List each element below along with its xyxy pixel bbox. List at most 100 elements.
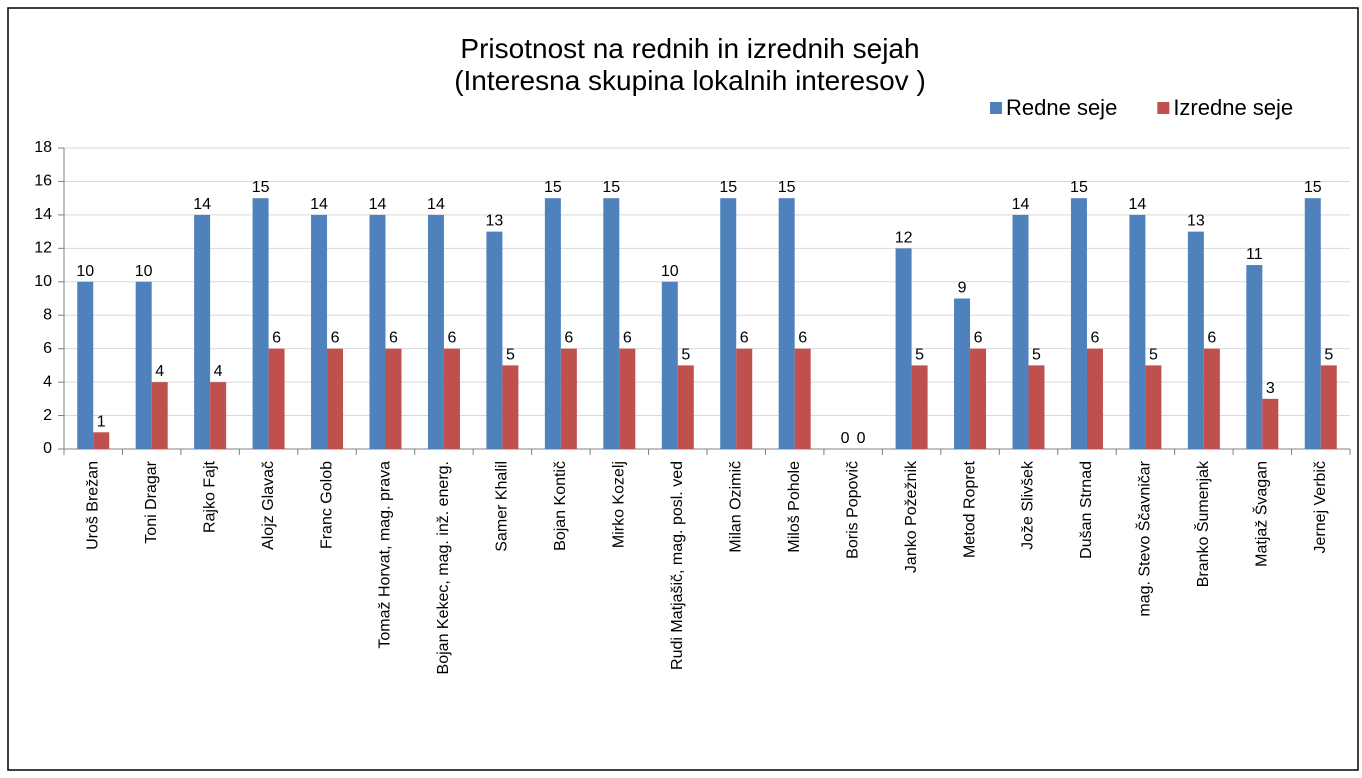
y-tick-label: 4 bbox=[43, 373, 52, 390]
data-label: 10 bbox=[135, 263, 153, 280]
data-label: 5 bbox=[1324, 346, 1333, 363]
bar bbox=[210, 382, 227, 449]
x-tick-label: Janko Požežnik bbox=[903, 460, 920, 573]
bar bbox=[1262, 398, 1279, 449]
bar bbox=[619, 348, 636, 449]
bar bbox=[311, 214, 328, 449]
y-tick-label: 14 bbox=[34, 206, 52, 223]
x-tick-label: Dušan Strnad bbox=[1078, 461, 1095, 559]
data-label: 6 bbox=[331, 330, 340, 347]
bar bbox=[677, 365, 694, 449]
data-label: 5 bbox=[681, 346, 690, 363]
x-tick-label: Rajko Fajt bbox=[201, 460, 218, 533]
y-tick-label: 6 bbox=[43, 340, 52, 357]
data-label: 15 bbox=[252, 179, 270, 196]
bar bbox=[194, 214, 211, 449]
legend-label: Redne seje bbox=[1006, 95, 1117, 120]
data-label: 14 bbox=[193, 196, 211, 213]
x-tick-label: Franc Golob bbox=[318, 461, 335, 549]
data-label: 14 bbox=[369, 196, 387, 213]
bar bbox=[135, 281, 152, 449]
bar bbox=[895, 248, 912, 449]
data-label: 4 bbox=[155, 363, 164, 380]
bar bbox=[560, 348, 577, 449]
bar bbox=[486, 231, 503, 449]
chart-title: (Interesna skupina lokalnih interesov ) bbox=[454, 65, 926, 96]
bar bbox=[268, 348, 285, 449]
bar bbox=[911, 365, 928, 449]
data-label: 14 bbox=[1012, 196, 1030, 213]
data-label: 15 bbox=[544, 179, 562, 196]
x-tick-label: Bojan Kekec, mag. inž. energ. bbox=[435, 461, 452, 674]
x-tick-label: Bojan Kontič bbox=[552, 461, 569, 551]
bar bbox=[720, 198, 737, 449]
data-label: 15 bbox=[1304, 179, 1322, 196]
bar bbox=[736, 348, 753, 449]
y-tick-label: 10 bbox=[34, 273, 52, 290]
data-label: 13 bbox=[1187, 213, 1205, 230]
data-label: 15 bbox=[602, 179, 620, 196]
y-tick-label: 8 bbox=[43, 306, 52, 323]
bar bbox=[1320, 365, 1337, 449]
legend-swatch bbox=[1157, 102, 1170, 114]
y-tick-label: 0 bbox=[43, 440, 52, 457]
bar bbox=[603, 198, 620, 449]
data-label: 5 bbox=[506, 346, 515, 363]
bar bbox=[1203, 348, 1220, 449]
y-tick-label: 12 bbox=[34, 240, 52, 257]
data-label: 15 bbox=[778, 179, 796, 196]
bar bbox=[544, 198, 561, 449]
x-tick-label: Branko Šumenjak bbox=[1193, 460, 1212, 587]
bar bbox=[443, 348, 460, 449]
x-tick-label: Jernej Verbič bbox=[1312, 461, 1329, 554]
bar bbox=[970, 348, 987, 449]
data-label: 1 bbox=[97, 413, 106, 430]
data-label: 14 bbox=[1129, 196, 1147, 213]
x-tick-label: Milan Ozimič bbox=[727, 461, 744, 553]
bar bbox=[93, 432, 110, 449]
x-tick-label: Jože Slivšek bbox=[1020, 460, 1037, 550]
x-tick-label: mag. Stevo Ščavničar bbox=[1135, 460, 1154, 616]
bar bbox=[1012, 214, 1029, 449]
data-label: 3 bbox=[1266, 380, 1275, 397]
x-tick-label: Alojz Glavač bbox=[260, 461, 277, 550]
bar bbox=[1070, 198, 1087, 449]
x-tick-label: Boris Popovič bbox=[844, 461, 861, 559]
bar bbox=[327, 348, 344, 449]
y-tick-label: 2 bbox=[43, 407, 52, 424]
bar bbox=[151, 382, 168, 449]
data-label: 6 bbox=[1091, 330, 1100, 347]
data-label: 14 bbox=[427, 196, 445, 213]
bar bbox=[369, 214, 386, 449]
data-label: 10 bbox=[661, 263, 679, 280]
x-tick-label: Tomaž Horvat, mag. prava bbox=[377, 461, 394, 649]
data-label: 6 bbox=[272, 330, 281, 347]
data-label: 6 bbox=[1207, 330, 1216, 347]
data-label: 6 bbox=[448, 330, 457, 347]
bar bbox=[1246, 265, 1263, 449]
x-tick-label: Toni Dragar bbox=[143, 460, 160, 543]
data-label: 6 bbox=[740, 330, 749, 347]
chart-title: Prisotnost na rednih in izrednih sejah bbox=[460, 33, 919, 64]
x-tick-label: Rudi Matjašič, mag. posl. ved bbox=[669, 461, 686, 670]
bar bbox=[77, 281, 94, 449]
data-label: 5 bbox=[1032, 346, 1041, 363]
data-label: 14 bbox=[310, 196, 328, 213]
bar bbox=[1187, 231, 1204, 449]
x-tick-label: Uroš Brežan bbox=[84, 461, 101, 550]
bar bbox=[778, 198, 795, 449]
bar bbox=[385, 348, 402, 449]
bar bbox=[1129, 214, 1146, 449]
data-label: 6 bbox=[623, 330, 632, 347]
data-label: 5 bbox=[915, 346, 924, 363]
x-tick-label: Metod Ropret bbox=[961, 460, 978, 557]
data-label: 6 bbox=[798, 330, 807, 347]
data-label: 6 bbox=[974, 330, 983, 347]
bar bbox=[427, 214, 444, 449]
bar bbox=[1086, 348, 1103, 449]
data-label: 6 bbox=[564, 330, 573, 347]
y-tick-label: 18 bbox=[34, 139, 52, 156]
y-tick-label: 16 bbox=[34, 173, 52, 190]
data-label: 4 bbox=[214, 363, 223, 380]
